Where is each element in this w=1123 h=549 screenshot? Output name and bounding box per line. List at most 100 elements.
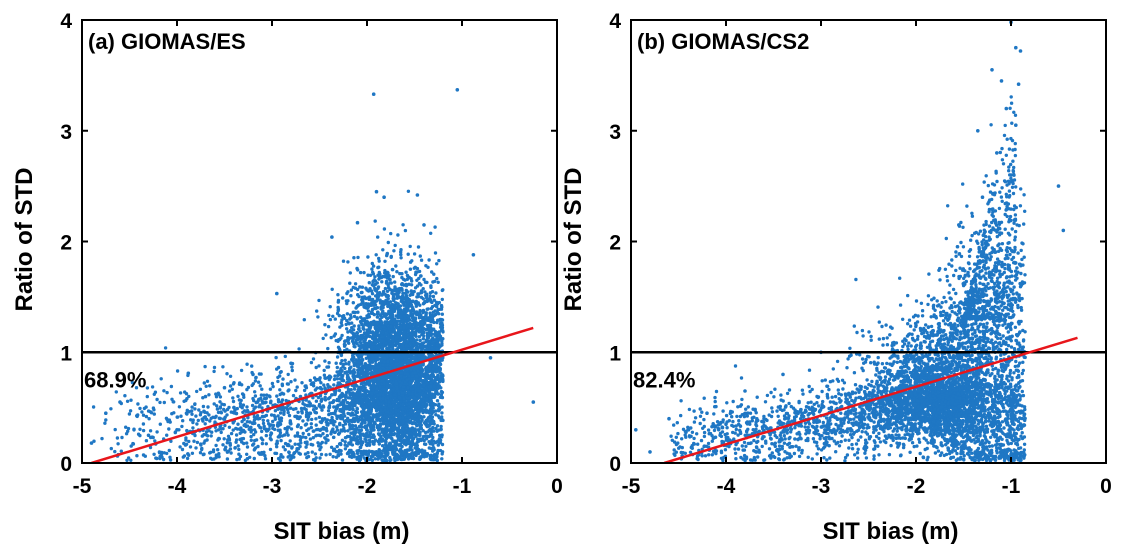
scatter-point bbox=[317, 298, 321, 303]
scatter-point bbox=[348, 454, 352, 459]
scatter-point bbox=[395, 294, 399, 298]
scatter-point bbox=[337, 388, 342, 393]
scatter-point bbox=[317, 415, 322, 419]
scatter-point bbox=[417, 276, 421, 281]
scatter-point bbox=[201, 396, 205, 400]
scatter-point bbox=[377, 334, 381, 338]
scatter-point bbox=[408, 244, 412, 249]
scatter-point bbox=[302, 318, 306, 322]
scatter-point bbox=[412, 330, 416, 335]
scatter-point bbox=[383, 320, 387, 324]
scatter-point bbox=[435, 262, 439, 266]
scatter-point bbox=[384, 281, 389, 285]
scatter-point bbox=[429, 446, 433, 451]
scatter-point bbox=[359, 422, 363, 426]
scatter-point bbox=[392, 318, 396, 323]
scatter-point bbox=[344, 322, 348, 327]
scatter-point bbox=[403, 296, 407, 300]
scatter-point bbox=[434, 330, 439, 335]
scatter-point bbox=[421, 327, 426, 331]
scatter-point bbox=[389, 359, 394, 364]
scatter-point bbox=[241, 403, 246, 407]
scatter-point bbox=[362, 451, 366, 455]
scatter-point bbox=[245, 362, 249, 366]
scatter-point bbox=[400, 294, 405, 298]
scatter-point bbox=[413, 300, 417, 304]
scatter-point bbox=[138, 406, 142, 411]
scatter-point bbox=[418, 327, 422, 332]
scatter-point bbox=[396, 330, 401, 334]
scatter-point bbox=[355, 316, 359, 320]
scatter-point bbox=[373, 353, 377, 357]
scatter-point bbox=[345, 327, 349, 331]
scatter-point bbox=[368, 334, 372, 339]
scatter-point bbox=[405, 368, 409, 372]
scatter-point bbox=[421, 317, 426, 321]
scatter-point bbox=[336, 298, 341, 303]
scatter-point bbox=[429, 285, 433, 290]
scatter-point bbox=[438, 367, 442, 371]
scatter-point bbox=[434, 291, 438, 295]
scatter-point bbox=[435, 399, 440, 403]
scatter-point bbox=[429, 329, 433, 334]
scatter-point bbox=[420, 333, 424, 337]
scatter-point bbox=[376, 365, 380, 369]
scatter-point bbox=[413, 317, 418, 321]
scatter-point bbox=[440, 450, 445, 454]
scatter-point bbox=[195, 440, 200, 445]
scatter-point bbox=[435, 347, 439, 351]
scatter-point bbox=[371, 270, 375, 274]
scatter-point bbox=[347, 362, 351, 366]
scatter-point bbox=[421, 341, 426, 345]
scatter-point bbox=[428, 291, 433, 295]
scatter-point bbox=[373, 294, 378, 298]
scatter-point bbox=[386, 286, 391, 290]
scatter-point bbox=[410, 392, 414, 396]
scatter-point bbox=[348, 329, 353, 333]
scatter-point bbox=[326, 346, 330, 351]
scatter-point bbox=[252, 456, 256, 461]
scatter-point bbox=[257, 405, 261, 409]
scatter-point bbox=[364, 356, 368, 360]
scatter-point bbox=[346, 387, 351, 392]
scatter-point bbox=[415, 342, 419, 346]
scatter-point bbox=[350, 356, 355, 360]
scatter-point bbox=[432, 298, 436, 302]
scatter-point bbox=[417, 389, 422, 393]
scatter-point bbox=[418, 320, 423, 324]
scatter-point bbox=[371, 264, 376, 268]
scatter-point bbox=[338, 325, 342, 329]
scatter-point bbox=[391, 316, 395, 320]
scatter-point bbox=[327, 361, 331, 365]
scatter-point bbox=[440, 411, 444, 415]
scatter-point bbox=[332, 377, 337, 382]
scatter-point bbox=[396, 319, 400, 323]
scatter-point bbox=[425, 296, 429, 300]
scatter-point bbox=[401, 223, 405, 227]
scatter-point bbox=[428, 456, 432, 461]
scatter-point bbox=[144, 414, 149, 419]
scatter-point bbox=[403, 228, 408, 233]
scatter-point bbox=[423, 453, 427, 458]
scatter-point bbox=[432, 456, 437, 461]
scatter-point bbox=[425, 346, 429, 351]
scatter-point bbox=[372, 312, 376, 317]
scatter-point bbox=[366, 354, 370, 358]
scatter-point bbox=[314, 417, 318, 421]
scatter-point bbox=[376, 235, 380, 239]
scatter-point bbox=[366, 305, 370, 309]
scatter-point bbox=[342, 316, 347, 320]
scatter-point bbox=[372, 395, 376, 400]
scatter-point bbox=[430, 337, 434, 342]
scatter-point bbox=[384, 341, 388, 345]
scatter-point bbox=[347, 341, 351, 345]
scatter-point bbox=[383, 328, 387, 333]
scatter-point bbox=[386, 317, 390, 321]
scatter-point bbox=[375, 296, 380, 301]
scatter-point bbox=[396, 233, 400, 237]
scatter-point bbox=[346, 335, 350, 340]
scatter-point bbox=[307, 432, 311, 437]
scatter-point bbox=[402, 339, 407, 343]
scatter-point bbox=[236, 394, 240, 398]
scatter-point bbox=[373, 371, 377, 375]
